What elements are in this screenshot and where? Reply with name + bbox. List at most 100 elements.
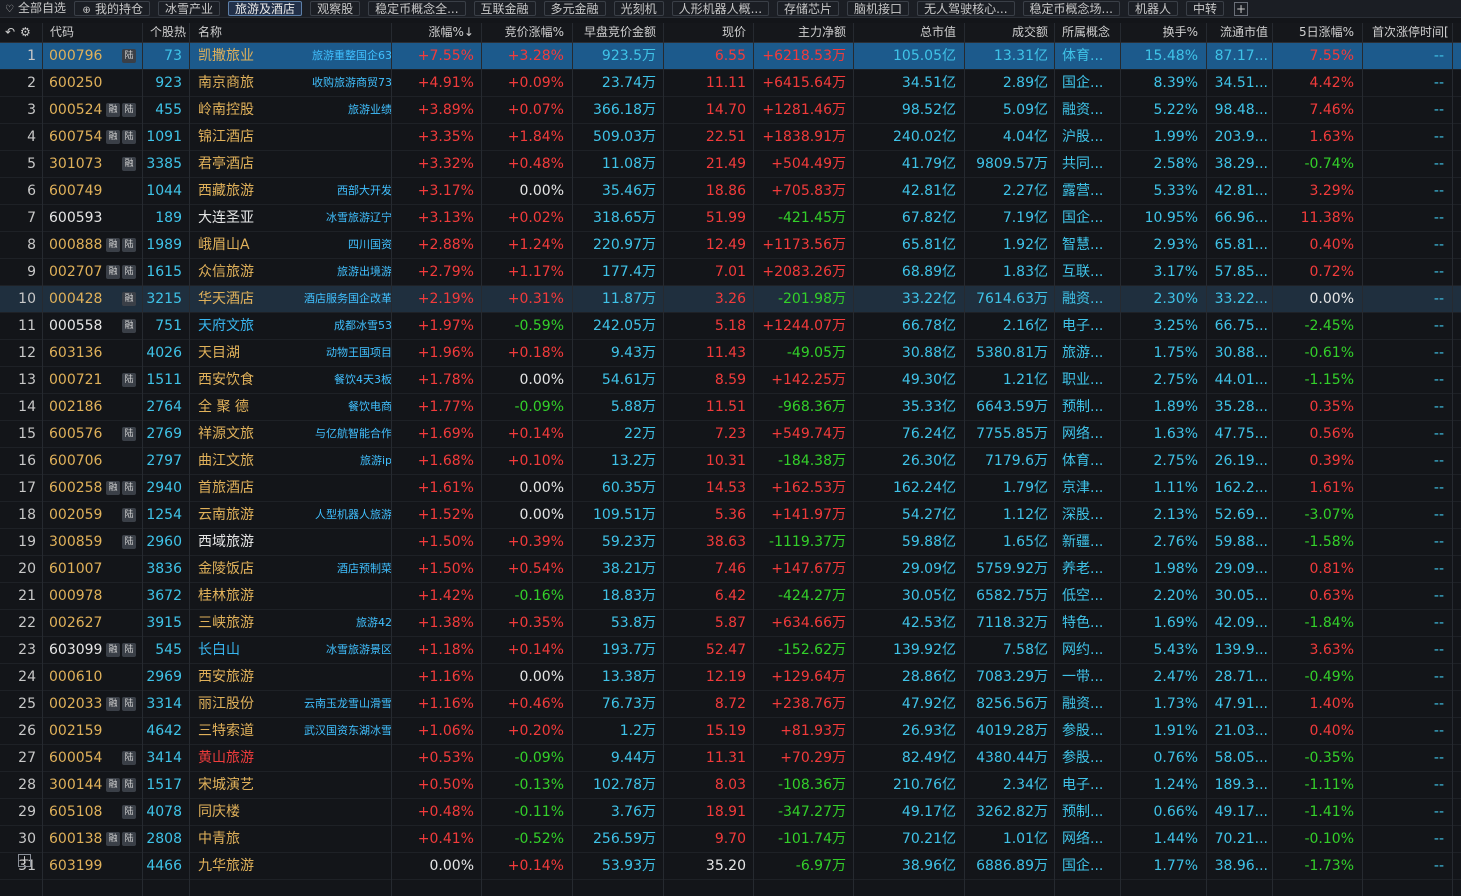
column-header-code[interactable]: 代码 [50,25,75,39]
tab-9[interactable]: 光刻机 [613,1,664,16]
column-header-mcap[interactable]: 总市值 [919,25,956,39]
column-header-concept[interactable]: 所属概念 [1062,25,1111,39]
tab-3[interactable]: 冰雪产业 [158,1,221,16]
tab-label: 多元金融 [550,2,599,16]
tab-label: 无人驾驶核心... [924,2,1008,16]
row-index: 29 [18,804,36,820]
bid-amount: 35.46万 [601,183,656,199]
table-row[interactable]: 21 000978 3672 桂林旅游 +1.42% -0.16% 18.83万 6.42 -4… [0,583,1461,610]
stock-name: 三特索道 [198,723,254,739]
concept: 新疆... [1062,534,1104,550]
column-header-chg5[interactable]: 5日涨幅% [1298,25,1354,39]
market-cap: 67.82亿 [901,210,956,226]
tab-16[interactable]: 中转 [1185,1,1224,16]
tab-6[interactable]: 稳定币概念全... [368,1,466,16]
table-row[interactable]: 22 002627 3915 三峡旅游 旅游42 +1.38% +0.35% 53.8万 5.8… [0,610,1461,637]
table-row[interactable]: 7 600593 189 大连圣亚 冰雪旅游辽宁 +3.13% +0.02% 318.65万 5… [0,205,1461,232]
turnover-rate: 2.20% [1153,588,1198,604]
tab-5[interactable]: 观察股 [310,1,361,16]
table-row[interactable]: 16 600706 2797 曲江文旅 旅游ip +1.68% +0.10% 13.2万 10.… [0,448,1461,475]
stock-code: 002186 [49,399,103,415]
tab-13[interactable]: 无人驾驶核心... [917,1,1015,16]
column-header-chg[interactable]: 涨幅%↓ [428,25,474,39]
table-row[interactable]: 3 000524 融陆 455 岭南控股 旅游业绩 +3.89% +0.07% 366.18万 1… [0,97,1461,124]
table-row[interactable]: 19 300859 陆 2960 西域旅游 +1.50% +0.39% 59.23万 38.63… [0,529,1461,556]
current-price: 7.46 [714,561,746,577]
tab-2[interactable]: ⊕ 我的持仓 [74,1,151,16]
first-limit-time: -- [1433,345,1444,361]
column-header-bid[interactable]: 竞价涨幅% [504,25,564,39]
change-percent: +0.41% [417,831,474,847]
add-row-button[interactable]: + [18,853,31,867]
table-row[interactable]: 6 600749 1044 西藏旅游 西部大开发 +3.17% 0.00% 35.46万 18.… [0,178,1461,205]
bid-change-percent: -0.09% [514,399,564,415]
concept: 智慧... [1062,237,1104,253]
table-row[interactable]: 28 300144 融陆 1517 宋城演艺 +0.50% -0.13% 102.78万 8.0… [0,772,1461,799]
column-header-name[interactable]: 名称 [198,25,223,39]
table-row[interactable]: 5 301073 融 3385 君亭酒店 +3.32% +0.48% 11.08万 21.49 +… [0,151,1461,178]
tab-8[interactable]: 多元金融 [543,1,606,16]
tab-1[interactable]: ♡ 全部自选 [0,1,72,16]
hot-rank: 3414 [146,750,182,766]
turnover-rate: 1.75% [1153,345,1198,361]
bid-change-percent: +0.14% [507,858,564,874]
column-header-vol[interactable]: 成交额 [1011,25,1048,39]
table-row[interactable]: 11 000558 融 751 天府文旅 成都冰雪53 +1.97% -0.59% 242.05… [0,313,1461,340]
bid-amount: 18.83万 [601,588,656,604]
table-row[interactable]: 8 000888 融陆 1989 峨眉山A 四川国资 +2.88% +1.24% 220.97万… [0,232,1461,259]
column-header-hot[interactable]: 个股热 [150,25,187,39]
column-header-net[interactable]: 主力净额 [797,25,846,39]
stock-name: 曲江文旅 [198,453,254,469]
margin-badge: 融 [106,643,120,657]
table-row[interactable]: 30 600138 融陆 2808 中青旅 +0.41% -0.52% 256.59万 9.70… [0,826,1461,853]
table-row[interactable]: 14 002186 2764 全 聚 德 餐饮电商 +1.77% -0.09% 5.88万 11… [0,394,1461,421]
connect-badge: 陆 [122,508,136,522]
table-row[interactable]: 13 000721 陆 1511 西安饮食 餐饮4天3板 +1.78% 0.00% 54.61万… [0,367,1461,394]
table-row[interactable]: 24 000610 2969 西安旅游 +1.16% 0.00% 13.38万 12.19 +1… [0,664,1461,691]
column-header-float[interactable]: 流通市值 [1219,25,1268,39]
change-percent: +3.89% [417,102,474,118]
table-row[interactable]: 4 600754 融陆 1091 锦江酒店 +3.35% +1.84% 509.03万 22.5… [0,124,1461,151]
row-index: 21 [18,588,36,604]
table-row[interactable]: 17 600258 融陆 2940 首旅酒店 +1.61% 0.00% 60.35万 14.53… [0,475,1461,502]
tab-7[interactable]: 互联金融 [473,1,536,16]
table-row[interactable]: 1 000796 陆 73 凯撒旅业 旅游重整国企63 +7.55% +3.28% 923.5万… [0,43,1461,70]
add-tab-button[interactable]: + [1234,1,1248,16]
table-row[interactable]: 31 603199 4466 九华旅游 0.00% +0.14% 53.93万 35.20 -6… [0,853,1461,880]
bid-amount: 1.2万 [619,723,656,739]
table-row[interactable]: 26 002159 4642 三特索道 武汉国资东湖冰雪 +1.06% +0.20% 1.2万… [0,718,1461,745]
table-row[interactable]: 20 601007 3836 金陵饭店 酒店预制菜 +1.50% +0.54% 38.21万 7… [0,556,1461,583]
tab-4[interactable]: 旅游及酒店 [228,1,303,16]
concept: 职业... [1062,372,1104,388]
gear-icon[interactable]: ⚙ [20,25,31,39]
row-index: 20 [18,561,36,577]
column-header-amt[interactable]: 早盘竞价金额 [583,25,656,39]
undo-icon[interactable]: ↶ [5,25,16,39]
table-row[interactable]: 2 600250 923 南京商旅 收购旅游商贸73 +4.91% +0.09% 23.74万… [0,70,1461,97]
tab-15[interactable]: 机器人 [1127,1,1178,16]
table-row[interactable]: 15 600576 陆 2769 祥源文旅 与亿航智能合作 +1.69% +0.14% 22万 7… [0,421,1461,448]
connect-badge: 陆 [122,778,136,792]
tab-11[interactable]: 存储芯片 [777,1,840,16]
column-header-first[interactable]: 首次涨停时间[ [1372,25,1449,39]
table-row[interactable]: 10 000428 融 3215 华天酒店 酒店服务国企改革 +2.19% +0.31% 11.… [0,286,1461,313]
tab-12[interactable]: 脑机接口 [847,1,910,16]
connect-badge: 陆 [122,427,136,441]
table-row[interactable]: 25 002033 融陆 3314 丽江股份 云南玉龙雪山滑雪 +1.16% +0.46% 76… [0,691,1461,718]
table-row[interactable]: 9 002707 融陆 1615 众信旅游 旅游出境游 +2.79% +1.17% 177.4万… [0,259,1461,286]
hot-rank: 2764 [146,399,182,415]
hot-rank: 455 [155,102,182,118]
column-header-turn[interactable]: 换手% [1162,25,1198,39]
bid-amount: 5.88万 [610,399,656,415]
column-header-price[interactable]: 现价 [721,25,746,39]
concept: 体育... [1062,48,1104,64]
table-row[interactable]: 29 605108 陆 4078 同庆楼 +0.48% -0.11% 3.76万 18.91 -3… [0,799,1461,826]
first-limit-time: -- [1433,858,1444,874]
table-row[interactable]: 23 603099 融陆 545 长白山 冰雪旅游景区 +1.18% +0.14% 193.7万… [0,637,1461,664]
tab-14[interactable]: 稳定币概念场... [1022,1,1120,16]
table-row[interactable]: 27 600054 陆 3414 黄山旅游 +0.53% -0.09% 9.44万 11.31 +… [0,745,1461,772]
stock-code: 600749 [49,183,103,199]
tab-10[interactable]: 人形机器人概... [671,1,770,16]
table-row[interactable]: 12 603136 4026 天目湖 动物王国项目 +1.96% +0.18% 9.43万 11… [0,340,1461,367]
table-row[interactable]: 18 002059 陆 1254 云南旅游 人型机器人旅游 +1.52% 0.00% 109.5… [0,502,1461,529]
